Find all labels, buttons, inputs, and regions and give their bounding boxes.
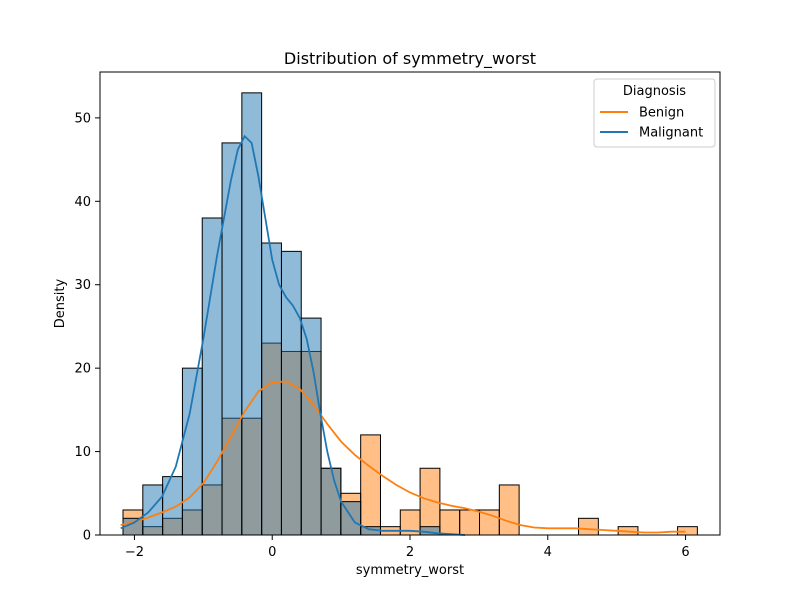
y-axis-label: Density: [53, 278, 68, 328]
benign-bar: [479, 509, 500, 536]
malignant-bar: [320, 467, 342, 536]
histogram-bars: [122, 92, 698, 536]
chart-title: Distribution of symmetry_worst: [284, 49, 536, 69]
benign-legend-label: Benign: [639, 106, 684, 121]
y-tick-label: 0: [83, 529, 91, 544]
x-axis-ticks: −2 0 2 4 6: [125, 535, 690, 560]
benign-bar: [360, 434, 381, 536]
y-tick-label: 50: [74, 111, 91, 126]
y-tick-label: 30: [74, 278, 91, 293]
y-tick-label: 20: [74, 362, 91, 377]
malignant-bar: [221, 142, 243, 536]
benign-bar: [578, 517, 599, 536]
benign-kde-line: [120, 380, 686, 534]
x-tick-label: 2: [406, 545, 414, 560]
legend-title: Diagnosis: [623, 84, 686, 99]
x-tick-label: −2: [125, 545, 144, 560]
y-tick-label: 40: [74, 195, 91, 210]
malignant-bar: [201, 217, 223, 536]
y-tick-label: 10: [74, 445, 91, 460]
x-tick-label: 0: [268, 545, 276, 560]
x-axis-label: symmetry_worst: [356, 563, 464, 578]
benign-bar: [498, 484, 520, 536]
malignant-legend-label: Malignant: [639, 126, 703, 141]
malignant-kde-line: [120, 134, 466, 536]
malignant-bar: [261, 242, 282, 536]
benign-bar: [439, 509, 461, 536]
malignant-bar: [241, 92, 263, 536]
x-tick-label: 4: [544, 545, 552, 560]
legend: Diagnosis Benign Malignant: [593, 78, 716, 148]
kde-curves: [120, 134, 686, 536]
x-tick-label: 6: [681, 545, 689, 560]
legend-box: [593, 78, 716, 148]
y-axis-ticks: 0 10 20 30 40 50: [74, 111, 100, 544]
malignant-bar: [142, 484, 164, 536]
benign-bar: [459, 509, 481, 536]
malignant-bar: [162, 476, 183, 536]
malignant-bar: [181, 367, 203, 536]
malignant-bar: [300, 317, 322, 536]
